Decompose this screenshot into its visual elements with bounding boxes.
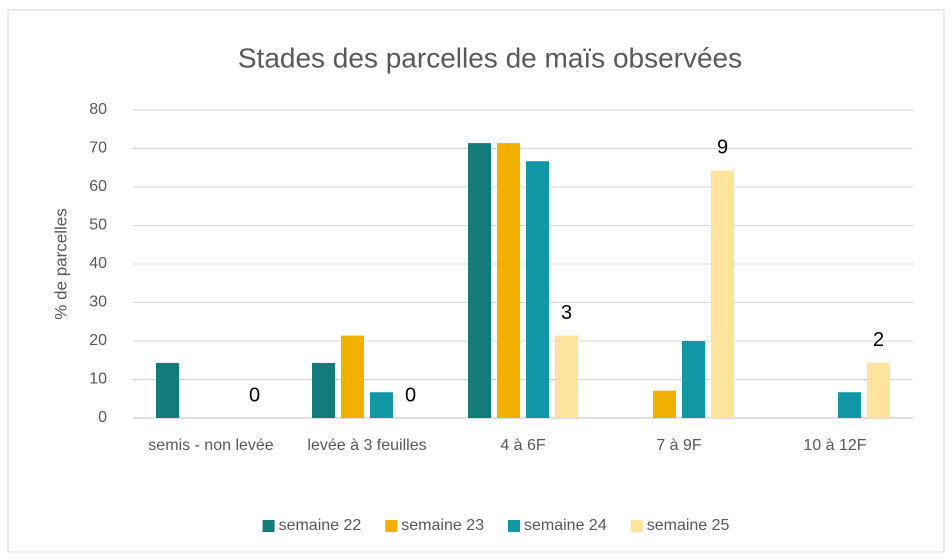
- y-tick-label: 10: [89, 371, 107, 388]
- y-tick-label: 80: [89, 101, 107, 118]
- legend-swatch: [630, 520, 643, 532]
- x-tick-label: 4 à 6F: [500, 437, 546, 454]
- bar: [653, 390, 676, 418]
- data-label: 3: [561, 302, 572, 324]
- bar: [468, 143, 491, 419]
- bar: [497, 143, 520, 419]
- bar: [838, 392, 861, 418]
- bar: [526, 161, 549, 418]
- bar: [682, 341, 705, 418]
- y-tick-label: 20: [89, 332, 107, 349]
- data-label: 0: [405, 384, 416, 406]
- data-label: 2: [873, 329, 884, 351]
- bar: [555, 335, 578, 418]
- y-tick-label: 30: [89, 294, 107, 311]
- bar: [312, 362, 335, 418]
- legend-label: semaine 22: [279, 517, 362, 534]
- chart-title: Stades des parcelles de maïs observées: [238, 42, 742, 73]
- y-tick-label: 50: [89, 217, 107, 234]
- y-tick-label: 40: [89, 255, 107, 272]
- x-tick-label: 7 à 9F: [656, 437, 702, 454]
- y-tick-label: 60: [89, 178, 107, 195]
- x-tick-label: levée à 3 feuilles: [307, 437, 427, 454]
- bar: [370, 392, 393, 418]
- y-tick-label: 70: [89, 140, 107, 157]
- x-tick-label: 10 à 12F: [803, 437, 867, 454]
- legend-swatch: [385, 520, 398, 532]
- legend-swatch: [262, 520, 275, 532]
- y-tick-label: 0: [98, 409, 107, 426]
- x-tick-label: semis - non levée: [148, 437, 274, 454]
- bar: [867, 362, 890, 418]
- legend-label: semaine 25: [647, 517, 730, 534]
- data-label: 9: [717, 137, 728, 159]
- legend-label: semaine 24: [524, 517, 607, 534]
- legend-swatch: [508, 520, 520, 532]
- bar: [711, 170, 734, 418]
- bar: [156, 362, 179, 418]
- legend-label: semaine 23: [401, 517, 484, 534]
- data-label: 0: [249, 384, 260, 406]
- bar: [341, 335, 364, 418]
- y-axis-title: % de parcelles: [51, 208, 70, 320]
